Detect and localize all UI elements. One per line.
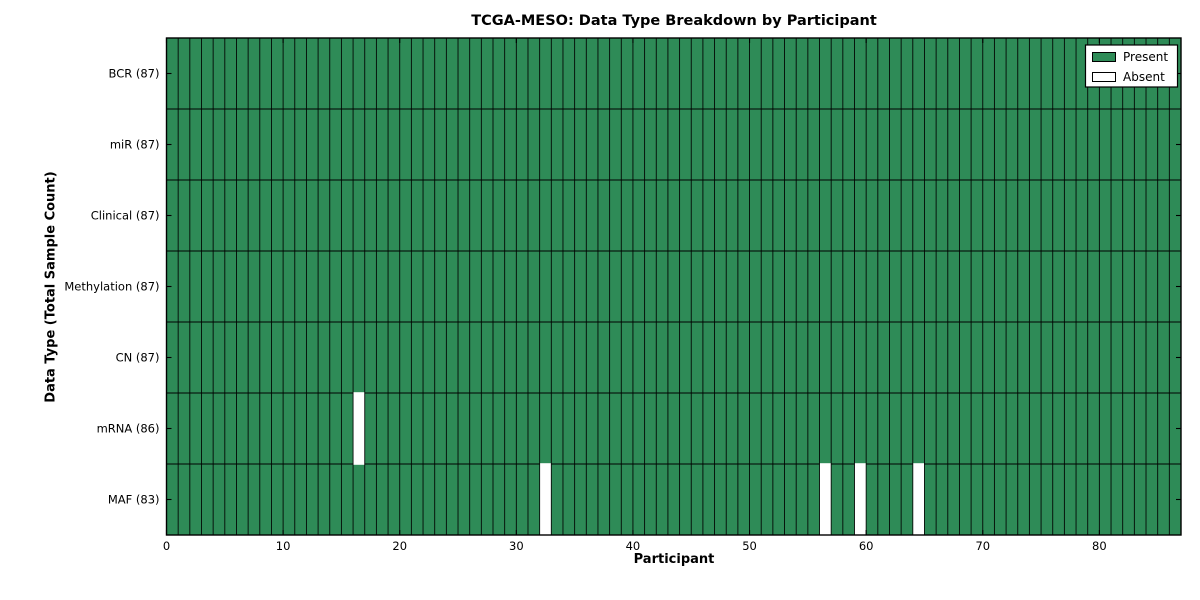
x-tick-label: 70 [975,539,990,553]
y-tick-label: BCR (87) [109,67,160,81]
y-tick-label: miR (87) [110,138,160,152]
x-tick-label: 60 [859,539,874,553]
x-tick-label: 10 [276,539,291,553]
chart-title: TCGA-MESO: Data Type Breakdown by Partic… [471,13,877,29]
legend-label-absent: Absent [1123,70,1165,84]
x-tick-label: 50 [742,539,757,553]
absent-cell-MAF-56 [819,463,832,536]
absent-cell-MAF-32 [539,463,552,536]
x-tick-label: 20 [392,539,407,553]
legend-swatch-present [1092,52,1116,62]
absent-cell-mRNA-16 [353,392,365,465]
legend-label-present: Present [1123,50,1168,64]
x-tick-label: 40 [626,539,641,553]
present-area [166,38,1181,535]
absent-cell-MAF-64 [912,463,925,536]
y-tick-label: Methylation (87) [64,280,159,294]
y-tick-label: MAF (83) [108,493,160,507]
x-tick-label: 30 [509,539,524,553]
x-tick-label: 80 [1092,539,1107,553]
y-tick-label: CN (87) [116,351,160,365]
x-axis-label: Participant [633,552,715,567]
absent-cell-MAF-59 [854,463,867,536]
legend-swatch-absent [1092,72,1116,82]
x-tick-label: 0 [163,539,170,553]
y-tick-label: Clinical (87) [91,209,160,223]
y-tick-label: mRNA (86) [97,422,160,436]
